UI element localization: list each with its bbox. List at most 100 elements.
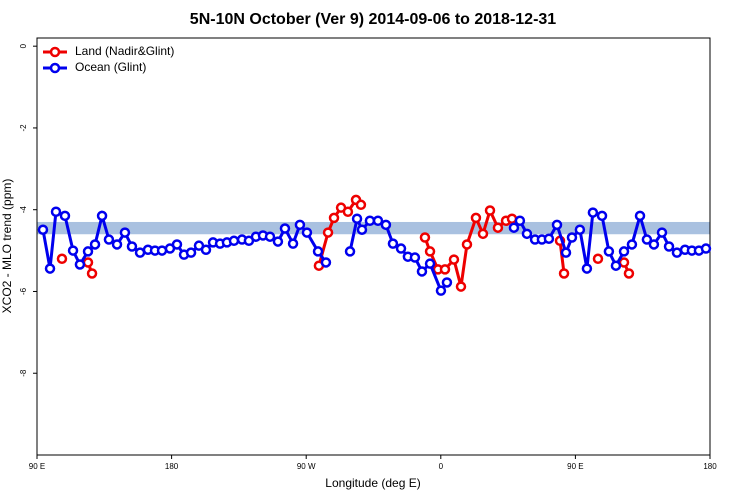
data-point [543,233,555,244]
data-point [86,268,98,279]
data-point [103,234,115,245]
data-point [626,239,638,250]
data-point [272,236,284,247]
data-point [455,281,467,292]
data-point [279,223,291,234]
x-tick-label: 90 E [567,462,583,471]
data-point [581,263,593,274]
legend-label: Land (Nadir&Glint) [75,44,174,58]
data-point [294,219,306,231]
x-tick-label: 90 W [297,462,316,471]
y-tick-label: -2 [19,124,28,132]
data-point [301,227,313,238]
data-point [44,263,56,274]
data-point [641,234,653,245]
y-tick-label: -6 [19,287,28,295]
data-point [441,277,453,288]
data-point [322,227,334,238]
y-tick-label: -8 [19,369,28,377]
data-point [558,268,570,279]
data-point [355,199,367,211]
x-tick-label: 180 [165,462,179,471]
data-point [59,210,71,222]
data-point [448,254,460,265]
data-point [566,232,578,243]
data-point [574,224,586,235]
data-point [700,243,712,254]
data-point [74,259,86,270]
data-point [171,239,183,250]
data-point [82,257,94,268]
data-point [56,253,68,265]
data-point [395,243,407,254]
x-tick-label: 90 E [29,462,45,471]
data-point [111,239,123,250]
data-point [200,244,212,256]
data-point [470,212,482,224]
x-tick-label: 0 [439,462,444,471]
data-point [312,246,324,257]
data-point [96,210,108,222]
data-point [461,239,473,250]
data-point [351,213,363,224]
data-point [409,252,421,263]
data-point [119,227,131,238]
data-point [264,231,276,242]
data-point [387,238,399,249]
data-point [416,266,428,277]
reference-band [37,221,710,235]
data-point [435,285,447,296]
y-axis-label: XCO2 - MLO trend (ppm) [0,179,14,314]
data-point [380,219,392,231]
data-point [610,260,622,271]
data-point [514,215,526,226]
data-point [551,219,563,231]
data-point [356,224,368,235]
data-point [67,245,79,256]
data-point [328,212,340,224]
data-point [618,246,630,257]
data-point [671,247,683,258]
data-point [419,232,431,243]
data-point [623,268,635,279]
data-point [424,246,436,257]
y-tick-label: -4 [19,206,28,214]
data-point [439,264,451,275]
data-point [656,227,668,238]
data-point [82,246,94,257]
data-point [477,228,489,240]
data-point [663,241,675,252]
legend-marker [49,62,61,74]
data-point [592,253,604,265]
data-point [364,215,376,226]
x-tick-label: 180 [703,462,717,471]
data-point [372,215,384,226]
data-point [287,238,299,249]
data-point [587,207,599,218]
legend-label: Ocean (Glint) [75,60,146,74]
data-point [342,206,354,217]
chart-title: 5N-10N October (Ver 9) 2014-09-06 to 201… [190,11,557,28]
data-point [618,257,630,268]
data-point [484,205,496,216]
data-point [320,257,332,268]
data-point [344,246,356,257]
data-point [634,210,646,222]
data-point [648,239,660,250]
data-point [603,246,615,257]
y-tick-label: 0 [19,43,28,48]
data-point [228,235,240,247]
data-point [89,239,101,250]
data-point [37,224,49,235]
data-point [50,206,62,217]
data-point [596,210,608,222]
data-point [492,222,504,233]
data-point [424,258,436,269]
legend-marker [49,46,61,58]
data-point [560,247,572,258]
x-axis-label: Longitude (deg E) [325,476,420,490]
data-point [521,228,533,240]
data-point [126,241,138,252]
data-point [508,222,520,233]
